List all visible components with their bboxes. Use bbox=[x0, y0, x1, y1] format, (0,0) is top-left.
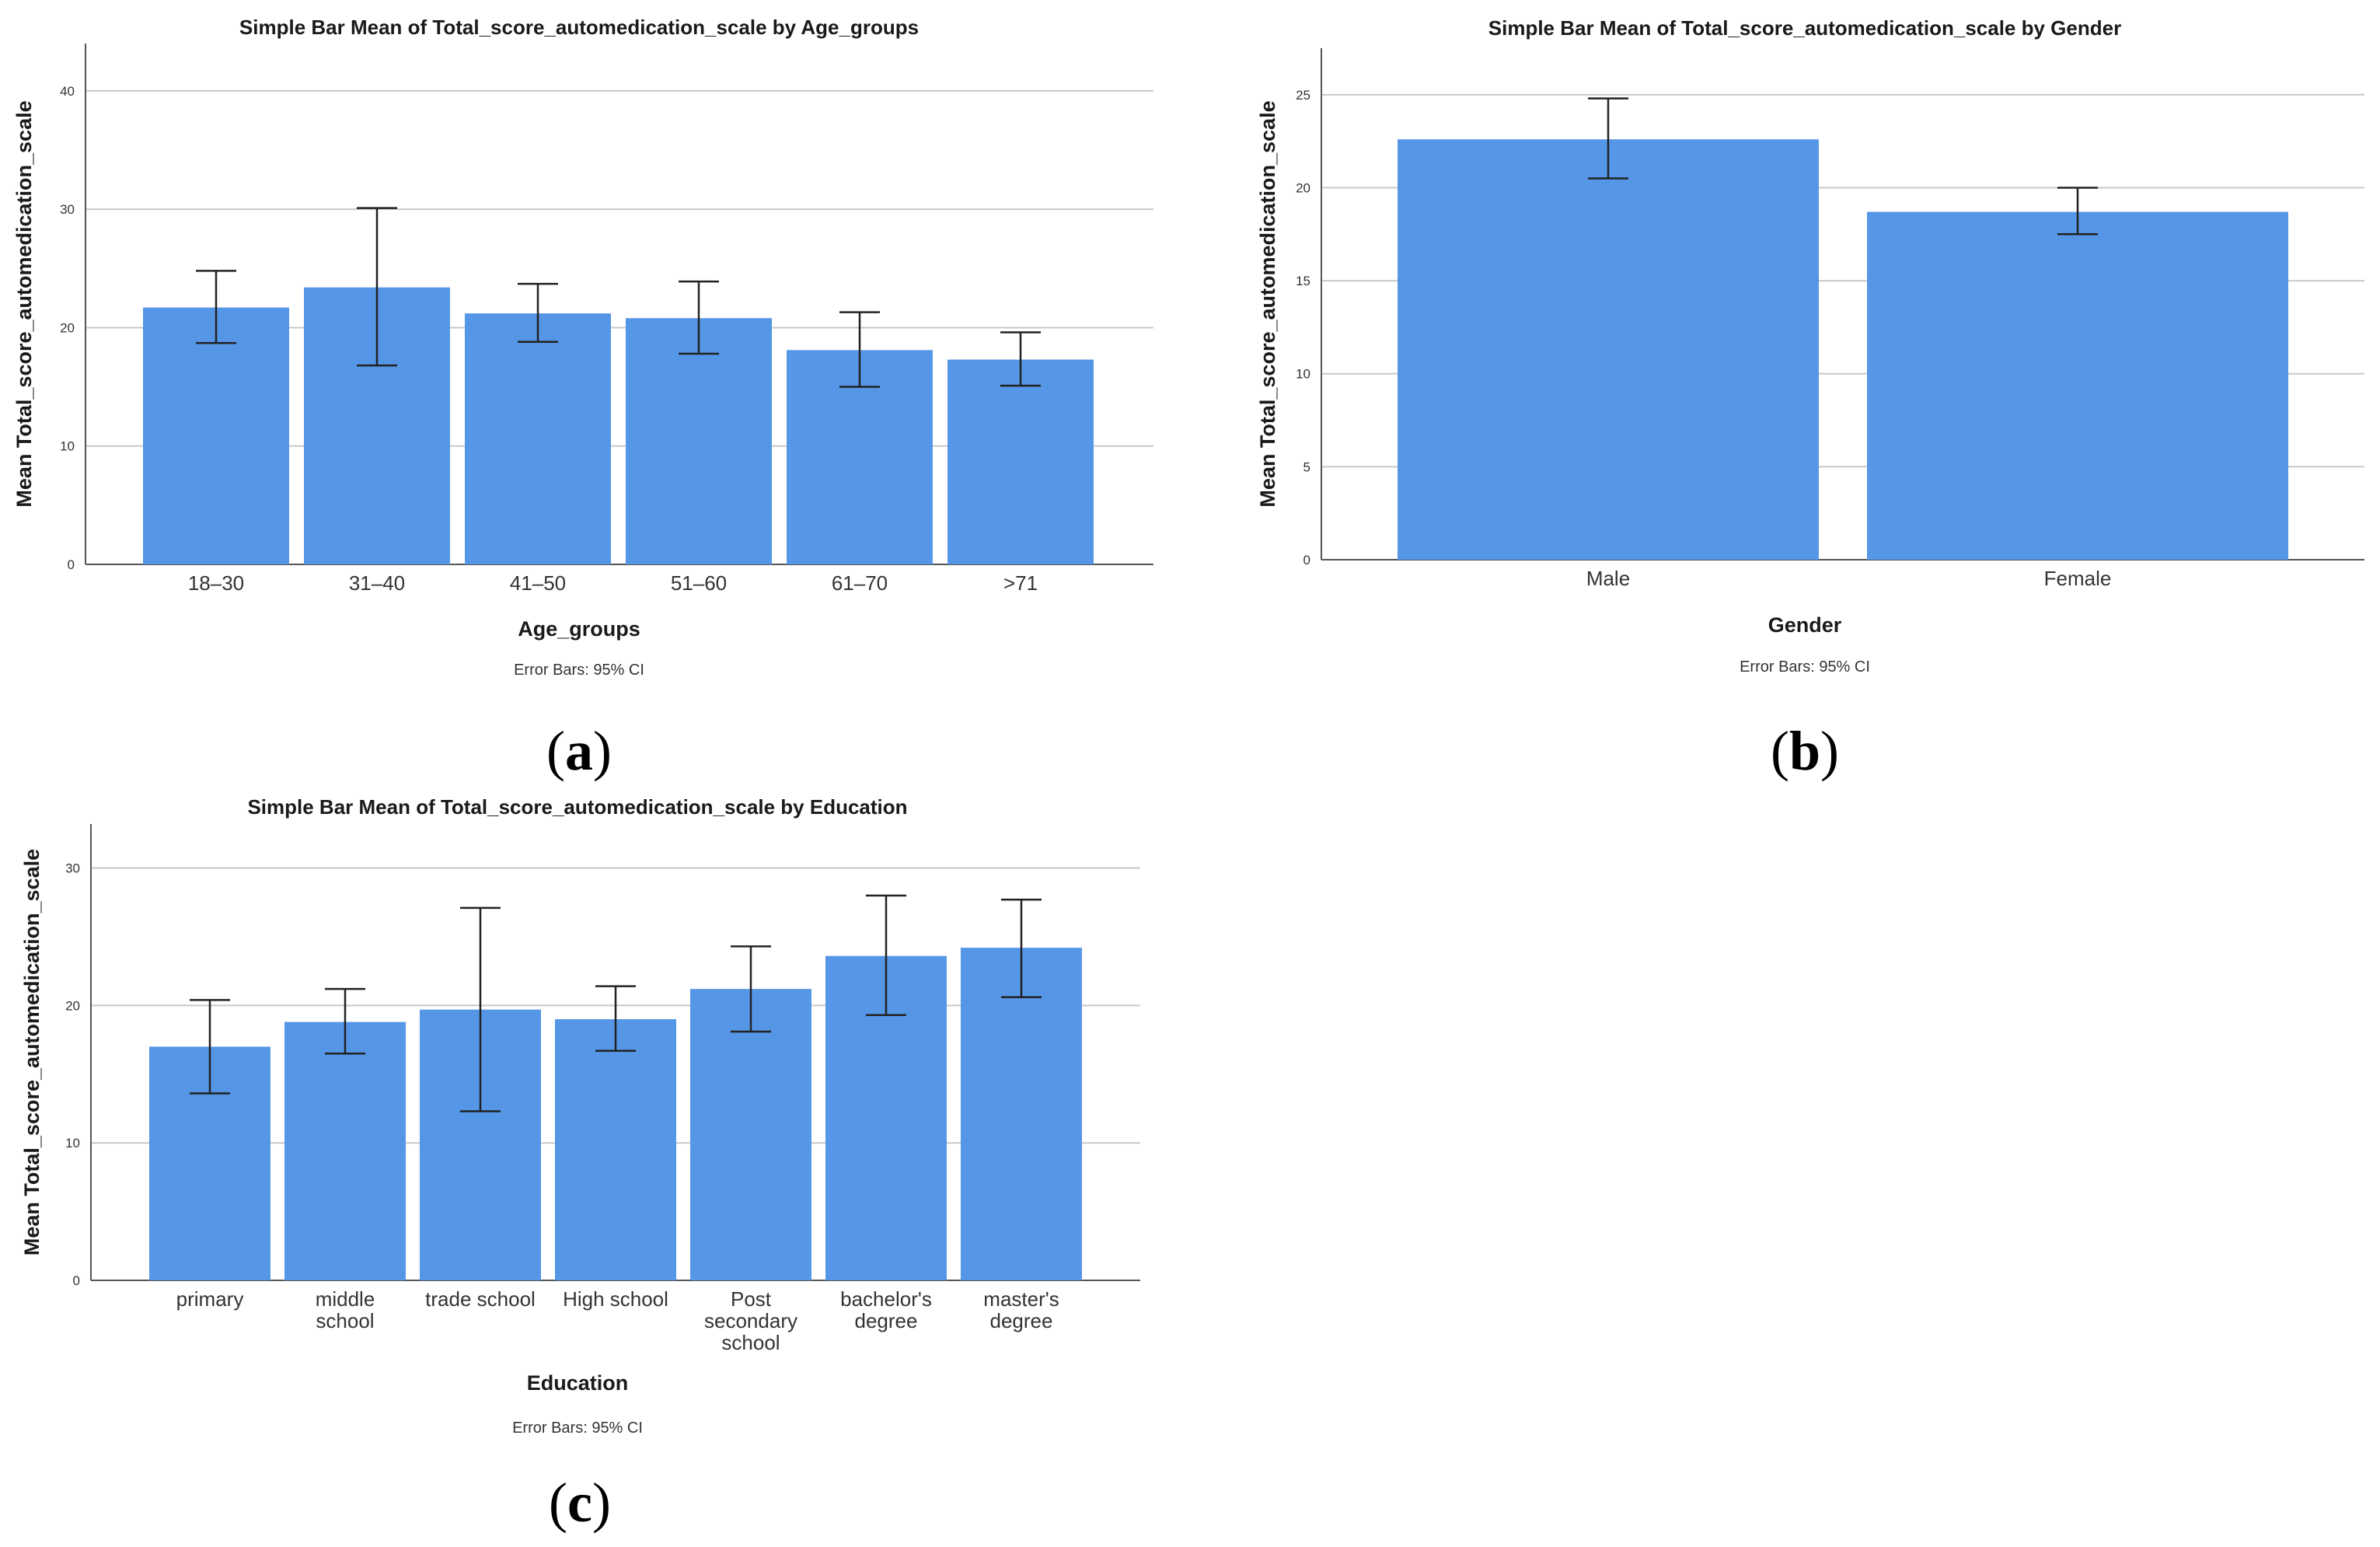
x-tick-label: >71 bbox=[1003, 571, 1038, 595]
y-tick-label: 10 bbox=[1296, 367, 1310, 382]
panel-label-letter: c bbox=[567, 1472, 592, 1534]
y-tick-label: 20 bbox=[65, 998, 80, 1013]
x-tick-label-line: degree bbox=[855, 1309, 918, 1332]
bar bbox=[690, 989, 811, 1280]
error-bars-note: Error Bars: 95% CI bbox=[512, 1420, 643, 1437]
x-tick-label: middle school bbox=[316, 1287, 375, 1332]
x-tick-label-line: Post bbox=[731, 1287, 772, 1311]
x-tick-label: High school bbox=[563, 1287, 668, 1311]
x-tick-label-line: master's bbox=[983, 1287, 1059, 1311]
chart-panel-a: Simple Bar Mean of Total_score_automedic… bbox=[12, 16, 1153, 782]
x-tick-label-line: High school bbox=[563, 1287, 668, 1311]
x-tick-label: 41–50 bbox=[510, 571, 566, 595]
error-bars-note: Error Bars: 95% CI bbox=[1740, 658, 1870, 676]
x-tick-label-line: Female bbox=[2044, 567, 2112, 590]
x-tick-label-line: 51–60 bbox=[671, 571, 727, 595]
chart-title: Simple Bar Mean of Total_score_automedic… bbox=[247, 795, 907, 819]
x-axis-label: Gender bbox=[1768, 613, 1842, 637]
bar bbox=[465, 313, 611, 564]
bar bbox=[1398, 139, 1819, 560]
y-tick-label: 25 bbox=[1296, 88, 1310, 103]
panel-label-open: ( bbox=[1771, 720, 1789, 782]
y-tick-label: 0 bbox=[73, 1273, 80, 1288]
chart-panel-c: Simple Bar Mean of Total_score_automedic… bbox=[20, 795, 1140, 1534]
x-tick-label: Female bbox=[2044, 567, 2112, 590]
bar bbox=[1867, 211, 2288, 560]
y-tick-label: 10 bbox=[60, 439, 75, 454]
chart-panel-b: Simple Bar Mean of Total_score_automedic… bbox=[1256, 16, 2364, 782]
x-tick-label: trade school bbox=[425, 1287, 536, 1311]
x-tick-label: 51–60 bbox=[671, 571, 727, 595]
x-tick-label-line: degree bbox=[990, 1309, 1053, 1332]
x-tick-label: Male bbox=[1586, 567, 1630, 590]
x-tick-label: bachelor's degree bbox=[840, 1287, 932, 1332]
y-tick-label: 0 bbox=[68, 557, 75, 572]
x-tick-label: primary bbox=[176, 1287, 244, 1311]
y-tick-label: 30 bbox=[65, 861, 80, 876]
x-tick-label-line: trade school bbox=[425, 1287, 536, 1311]
bar bbox=[284, 1021, 406, 1280]
x-tick-label-line: school bbox=[316, 1309, 374, 1332]
x-tick-label: 61–70 bbox=[832, 571, 888, 595]
x-tick-label: master's degree bbox=[983, 1287, 1059, 1332]
panel-label-close: ) bbox=[593, 720, 612, 782]
x-axis-label: Education bbox=[527, 1371, 629, 1395]
panel-label: (b) bbox=[1771, 720, 1839, 782]
x-axis-label: Age_groups bbox=[518, 617, 640, 641]
y-tick-label: 10 bbox=[65, 1136, 80, 1151]
x-tick-label-line: middle bbox=[316, 1287, 375, 1311]
bar bbox=[626, 318, 772, 564]
panel-label: (c) bbox=[549, 1472, 611, 1534]
panel-label-open: ( bbox=[546, 720, 565, 782]
x-tick-label-line: >71 bbox=[1003, 571, 1038, 595]
x-tick-label: 18–30 bbox=[188, 571, 244, 595]
y-axis-label: Mean Total_score_automedication_scale bbox=[1256, 100, 1279, 507]
y-axis-label: Mean Total_score_automedication_scale bbox=[12, 100, 36, 507]
y-tick-label: 30 bbox=[60, 202, 75, 217]
y-tick-label: 20 bbox=[60, 320, 75, 335]
y-tick-label: 0 bbox=[1303, 553, 1310, 567]
chart-title: Simple Bar Mean of Total_score_automedic… bbox=[1488, 16, 2121, 40]
x-tick-label: Post secondary school bbox=[704, 1287, 797, 1354]
x-tick-label-line: Male bbox=[1586, 567, 1630, 590]
panel-label-open: ( bbox=[549, 1472, 567, 1534]
bar bbox=[143, 307, 289, 564]
panel-label-letter: b bbox=[1789, 720, 1820, 782]
bar bbox=[947, 359, 1094, 564]
panel-label: (a) bbox=[546, 720, 612, 782]
y-tick-label: 15 bbox=[1296, 274, 1310, 288]
x-tick-label-line: secondary bbox=[704, 1309, 797, 1332]
y-tick-label: 20 bbox=[1296, 180, 1310, 195]
x-tick-label-line: school bbox=[721, 1331, 780, 1354]
x-tick-label-line: 31–40 bbox=[349, 571, 405, 595]
chart-title: Simple Bar Mean of Total_score_automedic… bbox=[239, 16, 919, 39]
bar bbox=[961, 948, 1082, 1280]
panel-label-close: ) bbox=[1820, 720, 1839, 782]
panel-label-close: ) bbox=[592, 1472, 611, 1534]
bar bbox=[555, 1019, 676, 1280]
y-axis-label: Mean Total_score_automedication_scale bbox=[20, 849, 44, 1255]
x-tick-label-line: 18–30 bbox=[188, 571, 244, 595]
x-tick-label-line: primary bbox=[176, 1287, 244, 1311]
panel-label-letter: a bbox=[565, 720, 593, 782]
x-tick-label: 31–40 bbox=[349, 571, 405, 595]
error-bars-note: Error Bars: 95% CI bbox=[514, 662, 644, 679]
y-tick-label: 5 bbox=[1303, 459, 1310, 474]
x-tick-label-line: 41–50 bbox=[510, 571, 566, 595]
x-tick-label-line: 61–70 bbox=[832, 571, 888, 595]
x-tick-label-line: bachelor's bbox=[840, 1287, 932, 1311]
y-tick-label: 40 bbox=[60, 84, 75, 99]
